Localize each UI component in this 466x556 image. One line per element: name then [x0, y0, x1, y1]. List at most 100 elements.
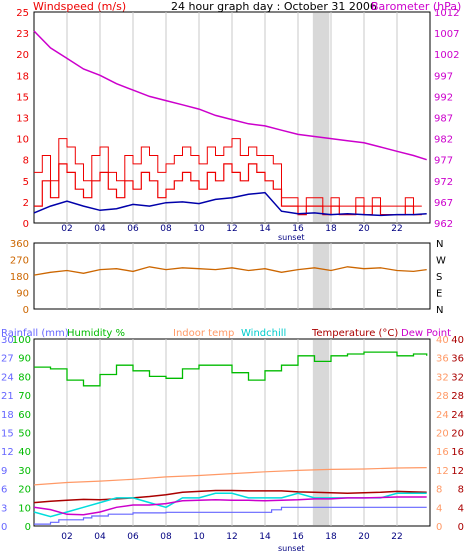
dewpoint-line — [33, 496, 427, 516]
rain-tick-label: 3 — [1, 503, 7, 514]
temp-tick-label: 28 — [451, 391, 464, 402]
wind-direction-line — [33, 266, 427, 276]
compass-tick-label: S — [436, 272, 442, 283]
temp-tick-label: 20 — [436, 429, 449, 440]
temp-tick-label: 0 — [458, 522, 464, 533]
temp-tick-label: 8 — [436, 485, 442, 496]
rain-tick-label: 24 — [1, 372, 14, 383]
temp-tick-label: 8 — [458, 485, 464, 496]
direction-tick-label: 90 — [16, 289, 29, 300]
rain-tick-label: 9 — [1, 466, 7, 477]
wind-tick-label: 20 — [16, 50, 29, 61]
x-tick-label: 06 — [127, 224, 139, 234]
temp-tick-label: 40 — [436, 335, 449, 346]
legend-rainfall: Rainfall (mm) — [1, 328, 69, 339]
compass-tick-label: E — [436, 289, 442, 300]
direction-tick-label: 360 — [10, 239, 29, 250]
x-tick-label: 08 — [160, 224, 172, 234]
sunset-band — [312, 244, 330, 308]
temp-tick-label: 28 — [436, 391, 449, 402]
wind-gust-line — [34, 138, 422, 207]
temp-tick-label: 36 — [451, 354, 464, 365]
x-tick-label: 14 — [259, 224, 271, 234]
x-tick-label: 08 — [160, 532, 172, 542]
temp-tick-label: 12 — [451, 466, 464, 477]
wind-tick-label: 18 — [16, 71, 29, 82]
temp-tick-label: 24 — [436, 410, 449, 421]
temp-tick-label: 40 — [451, 335, 464, 346]
x-tick-label: 10 — [193, 532, 205, 542]
barometer-axis-label: Barometer (hPa) — [371, 0, 461, 13]
humidity-tick-label: 70 — [18, 391, 31, 402]
legend-dewpoint: Dew Point — [401, 328, 451, 339]
legend-indoor-temp: Indoor temp — [173, 328, 234, 339]
x-tick-label: 10 — [193, 224, 205, 234]
wind-tick-label: 10 — [16, 135, 29, 146]
temp-tick-label: 4 — [458, 503, 464, 514]
wind-average-line — [33, 191, 427, 217]
barometer-tick-label: 967 — [434, 198, 453, 209]
rainfall-line — [34, 506, 427, 525]
wind-tick-label: 2 — [23, 198, 29, 209]
rain-tick-label: 21 — [1, 391, 14, 402]
chart-title: 24 hour graph day : October 31 2006 — [171, 0, 377, 13]
x-tick-label: 14 — [259, 532, 271, 542]
x-tick-label: 12 — [226, 532, 237, 542]
humidity-tick-label: 30 — [18, 466, 31, 477]
humidity-tick-label: 50 — [18, 429, 31, 440]
temp-tick-label: 16 — [451, 447, 464, 458]
legend-humidity: Humidity % — [67, 328, 125, 339]
rain-tick-label: 15 — [1, 429, 14, 440]
wind-tick-label: 8 — [23, 156, 29, 167]
barometer-tick-label: 972 — [434, 177, 453, 188]
temp-tick-label: 4 — [436, 503, 442, 514]
barometer-tick-label: 997 — [434, 71, 453, 82]
compass-tick-label: W — [436, 256, 446, 267]
x-tick-label: 20 — [358, 532, 370, 542]
x-tick-label: 02 — [61, 224, 72, 234]
wind-tick-label: 15 — [16, 92, 29, 103]
x-tick-label: 22 — [391, 224, 402, 234]
barometer-tick-label: 992 — [434, 92, 453, 103]
wind-tick-label: 5 — [23, 177, 29, 188]
barometer-tick-label: 1002 — [434, 50, 459, 61]
temp-tick-label: 36 — [436, 354, 449, 365]
compass-tick-label: N — [436, 239, 443, 250]
compass-tick-label: N — [436, 305, 443, 316]
humidity-tick-label: 60 — [18, 410, 31, 421]
humidity-tick-label: 10 — [18, 503, 31, 514]
humidity-tick-label: 40 — [18, 447, 31, 458]
x-tick-label: 12 — [226, 224, 237, 234]
direction-tick-label: 180 — [10, 272, 29, 283]
x-tick-label: 22 — [391, 532, 402, 542]
x-tick-label: 04 — [94, 224, 106, 234]
barometer-tick-label: 962 — [434, 219, 453, 230]
temp-tick-label: 0 — [436, 522, 442, 533]
humidity-tick-label: 90 — [18, 354, 31, 365]
barometer-tick-label: 982 — [434, 135, 453, 146]
wind-tick-label: 25 — [16, 8, 29, 19]
barometer-tick-label: 987 — [434, 114, 453, 125]
wind-tick-label: 13 — [16, 114, 29, 125]
direction-tick-label: 0 — [23, 305, 29, 316]
humidity-tick-label: 80 — [18, 372, 31, 383]
temp-tick-label: 16 — [436, 447, 449, 458]
rain-tick-label: 18 — [1, 410, 14, 421]
humidity-tick-label: 100 — [12, 335, 31, 346]
rain-tick-label: 27 — [1, 354, 14, 365]
sunset-band — [312, 340, 330, 525]
temp-tick-label: 24 — [451, 410, 464, 421]
x-tick-label: 16 — [292, 224, 304, 234]
x-tick-label: 20 — [358, 224, 370, 234]
legend-windchill: Windchill — [241, 328, 286, 339]
wind-axis-label: Windspeed (m/s) — [33, 0, 126, 13]
x-tick-label: 16 — [292, 532, 304, 542]
temp-tick-label: 32 — [451, 372, 464, 383]
indoor-temp-line — [33, 467, 427, 486]
wind-tick-label: 23 — [16, 29, 29, 40]
temp-tick-label: 12 — [436, 466, 449, 477]
humidity-line — [34, 351, 428, 387]
wind-tick-label: 0 — [23, 219, 29, 230]
humidity-tick-label: 0 — [25, 522, 31, 533]
x-tick-label: 02 — [61, 532, 72, 542]
